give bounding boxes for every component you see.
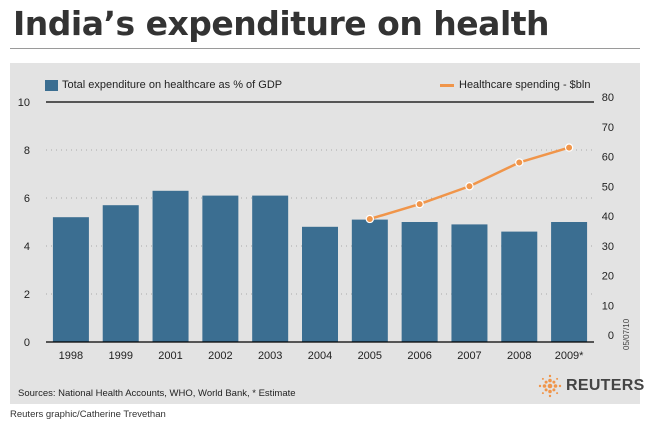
x-tick-label: 2009* — [555, 350, 584, 362]
spending-point-2008 — [515, 158, 524, 167]
bar-2005 — [351, 219, 388, 342]
right-tick-label: 20 — [602, 271, 614, 283]
x-tick-label: 2002 — [208, 350, 232, 362]
legend-gdp: Total expenditure on healthcare as % of … — [45, 79, 282, 91]
left-tick-label: 6 — [24, 193, 30, 205]
sources-note: Sources: National Health Accounts, WHO, … — [18, 388, 296, 399]
legend-gdp-label: Total expenditure on healthcare as % of … — [62, 79, 283, 91]
bar-2003 — [252, 195, 289, 342]
left-tick-label: 2 — [24, 289, 30, 301]
reuters-wordmark: REUTERS — [566, 377, 645, 394]
right-tick-label: 80 — [602, 92, 614, 104]
right-tick-label: 70 — [602, 122, 614, 134]
right-tick-label: 60 — [602, 152, 614, 164]
x-tick-label: 2004 — [308, 350, 332, 362]
x-tick-label: 1998 — [59, 350, 83, 362]
bar-2007 — [451, 224, 488, 342]
left-tick-label: 8 — [24, 145, 30, 157]
bar-1998 — [52, 217, 89, 342]
right-tick-label: 0 — [608, 330, 614, 342]
legend-spending: Healthcare spending - $bln — [440, 79, 590, 91]
page-title: India’s expenditure on health — [13, 4, 550, 43]
spending-point-2005 — [365, 214, 375, 224]
x-tick-label: 2003 — [258, 350, 282, 362]
graphic-credit: Reuters graphic/Catherine Trevethan — [10, 409, 166, 420]
bar-2008 — [501, 231, 538, 342]
left-tick-label: 0 — [24, 337, 30, 349]
bar-2002 — [202, 195, 239, 342]
x-tick-label: 2001 — [158, 350, 182, 362]
right-tick-label: 30 — [602, 241, 614, 253]
bar-2004 — [302, 226, 338, 342]
left-tick-label: 4 — [24, 241, 30, 253]
reuters-logo-icon — [538, 374, 562, 398]
x-tick-label: 1999 — [108, 350, 132, 362]
right-tick-label: 10 — [602, 300, 614, 312]
x-tick-label: 2007 — [457, 350, 481, 362]
spending-point-2009* — [564, 143, 574, 152]
title-divider — [10, 48, 640, 49]
x-tick-label: 2008 — [507, 350, 531, 362]
bar-2006 — [401, 222, 438, 342]
left-tick-label: 10 — [18, 97, 30, 109]
spending-point-2006 — [415, 199, 424, 209]
legend-line-swatch — [440, 83, 454, 87]
date-stamp: 05/07/10 — [622, 318, 631, 350]
x-tick-label: 2005 — [358, 350, 382, 362]
legend-bar-swatch — [45, 79, 58, 91]
right-tick-label: 50 — [602, 181, 614, 193]
bar-1999 — [102, 205, 139, 342]
bar-2001 — [152, 190, 189, 342]
spending-point-2007 — [465, 182, 474, 191]
right-tick-label: 40 — [602, 211, 614, 223]
legend-spending-label: Healthcare spending - $bln — [459, 79, 591, 91]
reuters-brand: REUTERS — [538, 374, 645, 398]
x-tick-label: 2006 — [407, 350, 431, 362]
bar-2009* — [551, 222, 588, 342]
